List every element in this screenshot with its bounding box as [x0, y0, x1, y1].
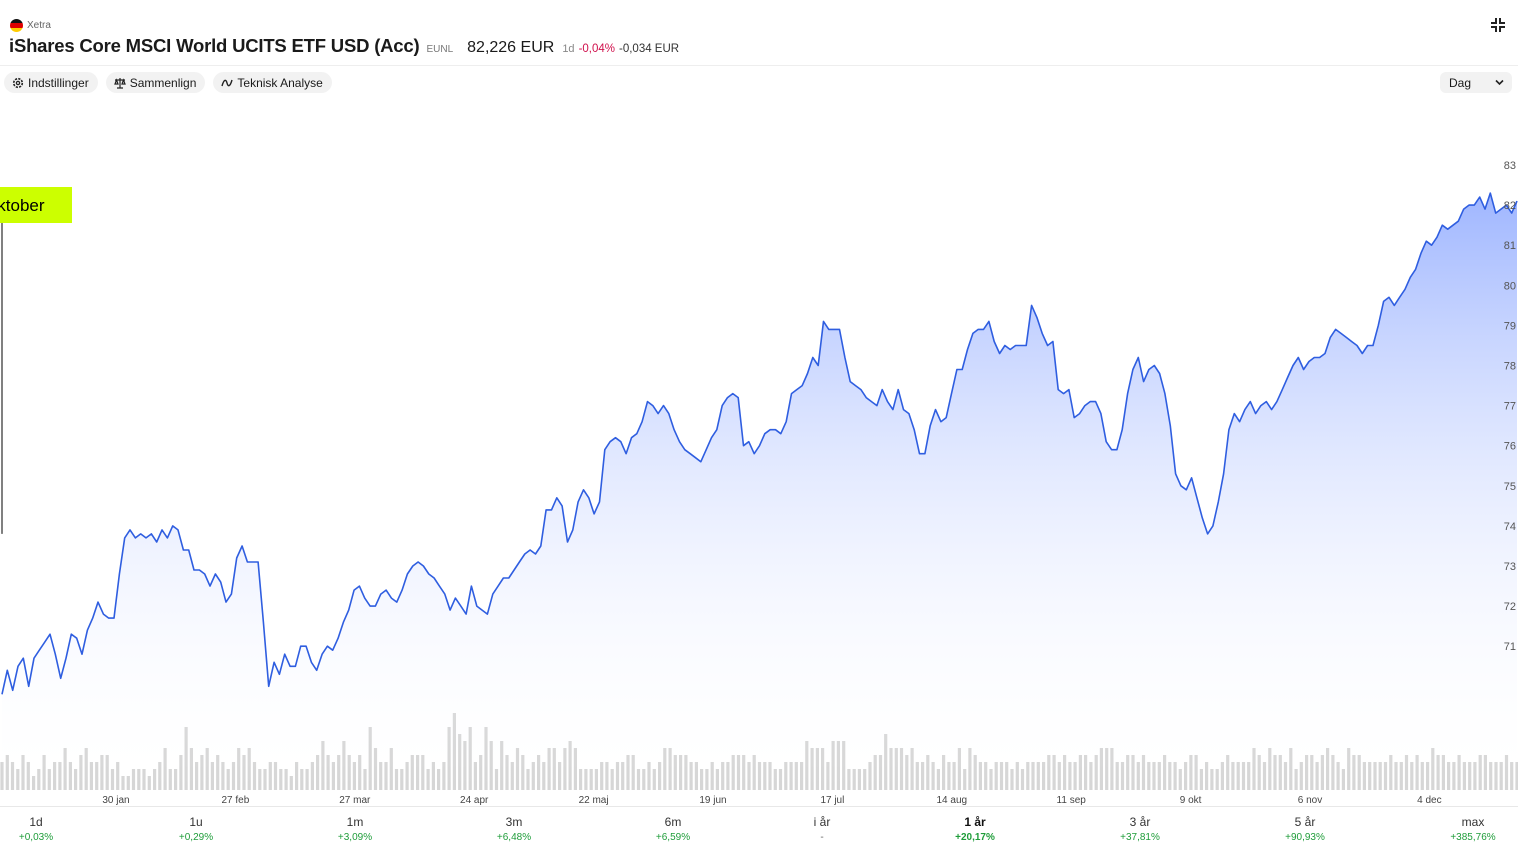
- x-tick-label: 11 sep: [1057, 795, 1087, 806]
- chart-toolbar: Indstillinger Sammenlign Teknisk Analyse: [4, 72, 332, 93]
- germany-flag-icon: [10, 19, 23, 32]
- chevron-down-icon: [1495, 79, 1504, 86]
- range-change: +385,76%: [1450, 832, 1496, 843]
- range-option-1d[interactable]: 1d +0,03%: [0, 815, 76, 843]
- range-change: +0,29%: [178, 832, 214, 843]
- price-area: [2, 193, 1517, 791]
- ticker-symbol: EUNL: [426, 44, 454, 55]
- range-change: +37,81%: [1120, 832, 1160, 843]
- range-label: 1 år: [964, 815, 986, 829]
- range-option-3-år[interactable]: 3 år +37,81%: [1100, 815, 1180, 843]
- range-option-i-år[interactable]: i år -: [782, 815, 862, 843]
- range-change: -: [820, 832, 824, 843]
- price-chart[interactable]: 71 72 73 74 75 76 77 78 79 80 81 82 83 30 jan 27 feb 2…: [0, 100, 1518, 806]
- current-price: 82,226 EUR: [467, 39, 555, 56]
- range-label: i år: [813, 815, 831, 829]
- compare-button[interactable]: Sammenlign: [105, 72, 206, 93]
- instrument-header: Xetra iShares Core MSCI World UCITS ETF …: [0, 0, 1518, 66]
- technical-analysis-label: Teknisk Analyse: [237, 75, 323, 90]
- range-option-1u[interactable]: 1u +0,29%: [156, 815, 236, 843]
- title-row: iShares Core MSCI World UCITS ETF USD (A…: [9, 35, 679, 57]
- range-label: 3m: [505, 815, 523, 829]
- x-tick-label: 22 maj: [579, 795, 609, 806]
- range-change: +6,48%: [496, 832, 532, 843]
- y-tick-label: 82: [1504, 200, 1516, 212]
- interval-label: Dag: [1449, 75, 1472, 90]
- annotation: 27. oktober: [0, 187, 72, 534]
- range-label: max: [1461, 815, 1485, 829]
- range-option-1-år[interactable]: 1 år +20,17%: [935, 815, 1015, 843]
- y-tick-label: 71: [1504, 641, 1516, 653]
- technical-analysis-button[interactable]: Teknisk Analyse: [213, 72, 332, 93]
- y-tick-label: 72: [1504, 601, 1516, 613]
- change-absolute: -0,034 EUR: [619, 43, 680, 55]
- gear-icon: [12, 77, 24, 88]
- x-tick-label: 17 jul: [820, 795, 844, 806]
- range-selector: 1d +0,03% 1u +0,29% 1m +3,09% 3m +6,48% 6m +6,59%…: [0, 806, 1518, 852]
- line-chart-icon: [221, 79, 234, 86]
- x-tick-label: 19 jun: [699, 795, 726, 806]
- y-tick-label: 79: [1504, 320, 1516, 332]
- y-tick-label: 81: [1504, 240, 1516, 252]
- x-tick-label: 27 mar: [339, 795, 371, 806]
- range-label: 1d: [29, 815, 43, 829]
- x-tick-label: 24 apr: [460, 795, 489, 806]
- x-axis-ticks: 30 jan 27 feb 27 mar 24 apr 22 maj 19 jun 17 j…: [102, 795, 1441, 806]
- interval-select[interactable]: Dag: [1440, 72, 1512, 93]
- range-change: +3,09%: [337, 832, 373, 843]
- scale-icon: [113, 77, 126, 89]
- range-label: 5 år: [1294, 815, 1316, 829]
- exchange-label: Xetra: [10, 19, 51, 32]
- x-tick-label: 9 okt: [1180, 795, 1202, 806]
- y-tick-label: 80: [1504, 280, 1516, 292]
- range-label: 1m: [346, 815, 364, 829]
- range-label: 6m: [664, 815, 682, 829]
- range-option-max[interactable]: max +385,76%: [1433, 815, 1513, 843]
- x-tick-label: 27 feb: [221, 795, 249, 806]
- x-tick-label: 6 nov: [1298, 795, 1322, 806]
- change-percent: -0,04%: [578, 43, 615, 55]
- exchange-name: Xetra: [27, 20, 51, 31]
- y-tick-label: 75: [1504, 481, 1516, 493]
- x-tick-label: 30 jan: [102, 795, 129, 806]
- y-tick-label: 73: [1504, 561, 1516, 573]
- range-change: +6,59%: [655, 832, 691, 843]
- range-label: 1u: [189, 815, 203, 829]
- range-option-5-år[interactable]: 5 år +90,93%: [1265, 815, 1345, 843]
- compare-label: Sammenlign: [129, 75, 197, 90]
- settings-button[interactable]: Indstillinger: [4, 72, 98, 93]
- range-option-6m[interactable]: 6m +6,59%: [633, 815, 713, 843]
- annotation-box: [0, 187, 72, 223]
- range-change: +0,03%: [18, 832, 54, 843]
- instrument-title: iShares Core MSCI World UCITS ETF USD (A…: [9, 35, 420, 56]
- y-tick-label: 74: [1504, 521, 1516, 533]
- y-axis-ticks: 71 72 73 74 75 76 77 78 79 80 81 82 83: [1504, 160, 1516, 653]
- range-change: +20,17%: [955, 832, 995, 843]
- y-tick-label: 77: [1504, 401, 1516, 413]
- price-line: [1, 192, 1518, 695]
- range-option-1m[interactable]: 1m +3,09%: [315, 815, 395, 843]
- annotation-label: 27. oktober: [0, 196, 45, 215]
- y-tick-label: 76: [1504, 441, 1516, 453]
- y-tick-label: 83: [1504, 160, 1516, 172]
- x-tick-label: 14 aug: [937, 795, 968, 806]
- range-change: +90,93%: [1285, 832, 1325, 843]
- x-tick-label: 4 dec: [1417, 795, 1441, 806]
- settings-label: Indstillinger: [28, 75, 89, 90]
- range-option-3m[interactable]: 3m +6,48%: [474, 815, 554, 843]
- y-tick-label: 78: [1504, 361, 1516, 373]
- change-period: 1d: [562, 43, 575, 55]
- range-label: 3 år: [1129, 815, 1151, 829]
- collapse-arrows-icon[interactable]: [1490, 17, 1506, 33]
